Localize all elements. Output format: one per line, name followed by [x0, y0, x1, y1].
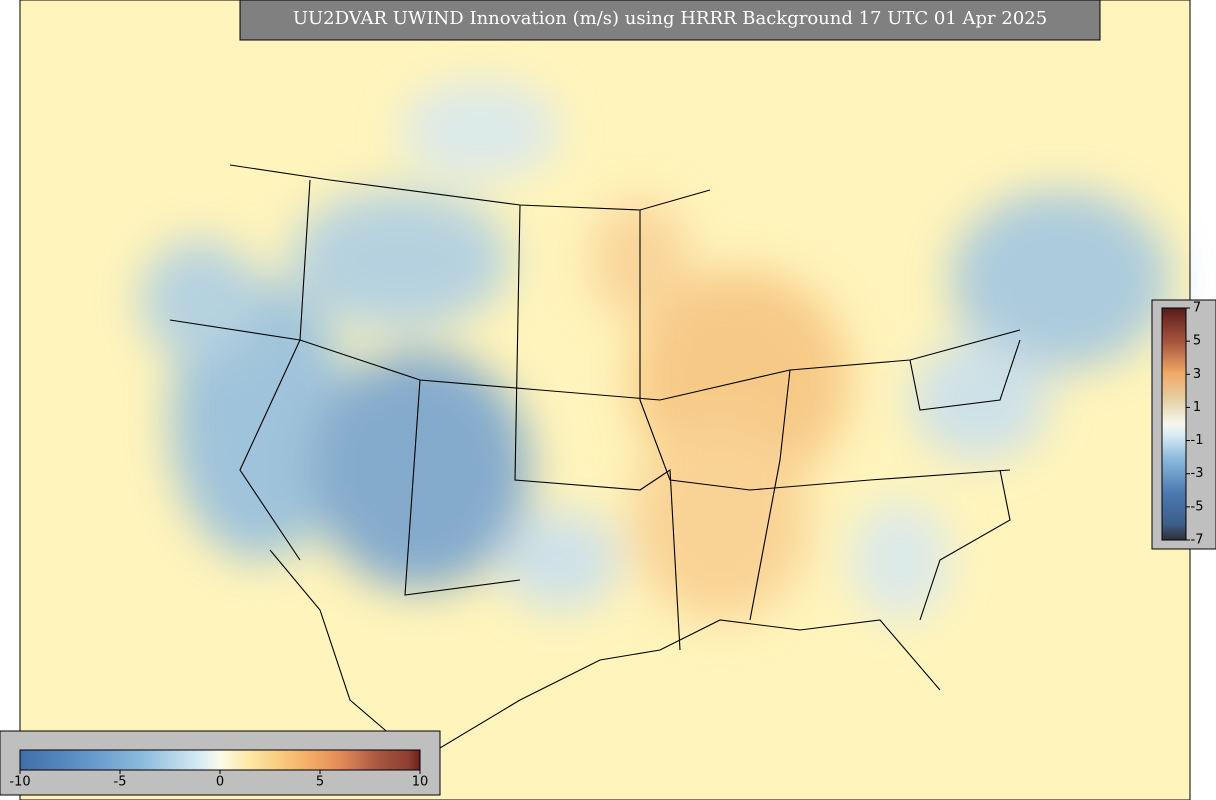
tick-label: 3 — [1193, 367, 1201, 382]
colorbar — [1161, 307, 1187, 541]
title: UU2DVAR UWIND Innovation (m/s) using HRR… — [293, 8, 1047, 29]
tick-label: 0 — [216, 775, 224, 790]
tick-label: -5 — [114, 775, 127, 790]
title-box — [239, 0, 1101, 41]
tick-label: 7 — [1193, 301, 1201, 316]
tick-label: 10 — [412, 775, 429, 790]
tick-label: -3 — [1191, 466, 1204, 481]
tick-label: 5 — [316, 775, 324, 790]
tick-label: -5 — [1191, 499, 1204, 514]
state-borders — [169, 164, 1021, 761]
tick-label: 1 — [1193, 400, 1201, 415]
tick-label: -7 — [1191, 533, 1204, 548]
tick-label: -10 — [9, 775, 30, 790]
colorbar — [19, 749, 421, 771]
map-field — [20, 0, 1190, 800]
tick-label: -1 — [1191, 433, 1204, 448]
tick-label: 5 — [1193, 334, 1201, 349]
